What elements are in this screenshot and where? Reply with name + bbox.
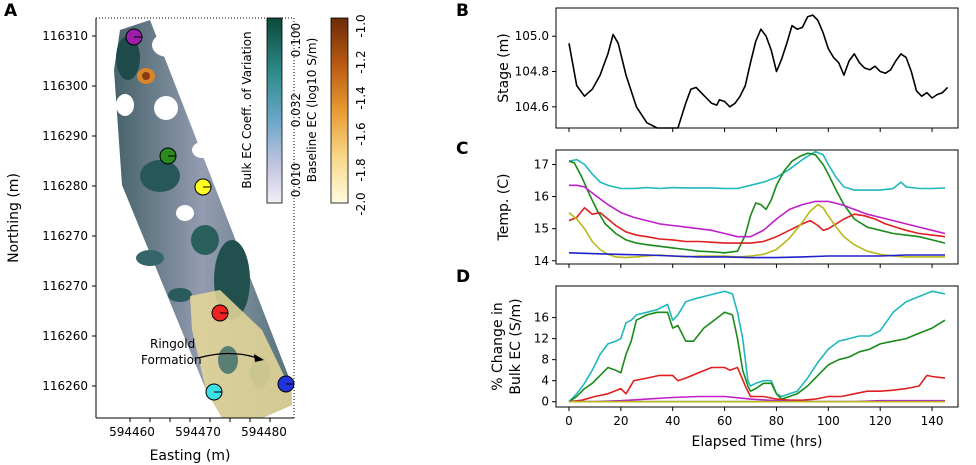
series-line-cyan: [568, 290, 946, 403]
xtick-label: 80: [769, 414, 784, 428]
ytick-label: 12: [534, 332, 549, 346]
panel-label-a: A: [4, 1, 18, 21]
series-line-cyan: [568, 150, 946, 191]
xtick-label: 120: [869, 414, 892, 428]
ec-colorbar-tick: -2.0: [354, 192, 368, 215]
sensor-marker-red: [211, 304, 229, 322]
map-ytick-label: 116270: [42, 279, 88, 293]
ec-colorbar-tick: -1.4: [354, 86, 368, 109]
ec-colorbar-tick: -1.0: [354, 14, 368, 37]
xtick-label: 140: [921, 414, 944, 428]
annotation-arrowhead: [254, 354, 264, 362]
ytick-label: 104.8: [515, 65, 549, 79]
temperature-chart: 14 15 16 17 Temp. (C): [496, 149, 959, 268]
ytick-label: 0: [541, 395, 549, 409]
y-axis-label: Stage (m): [496, 33, 512, 102]
series-line-purple: [569, 395, 945, 403]
cv-colorbar-tick: 0.100: [289, 23, 303, 57]
map-dark-patch: [136, 250, 164, 266]
cv-colorbar: [266, 17, 283, 204]
sensor-marker-green: [159, 147, 177, 165]
ytick-label: 16: [534, 311, 549, 325]
ytick-label: 16: [534, 190, 549, 204]
cv-colorbar-tick: 0.032: [289, 93, 303, 127]
series-line-purple: [569, 184, 946, 238]
map-white-gap: [154, 96, 178, 120]
map-hot-spot: [142, 72, 150, 80]
plot-frame: [555, 7, 959, 129]
sensor-marker-yellow: [194, 178, 212, 196]
series-line-green: [568, 152, 946, 254]
annotation-line-2: Formation: [141, 353, 202, 367]
ytick-label: 105.0: [515, 29, 549, 43]
map-xtick-label: 594460: [109, 425, 155, 439]
ytick-label: 8: [541, 353, 549, 367]
map-dark-patch: [191, 225, 219, 255]
ytick-label: 17: [534, 157, 549, 171]
map-ytick-label: 116300: [42, 79, 88, 93]
x-axis-label: Elapsed Time (hrs): [691, 434, 822, 450]
map-x-axis-label: Easting (m): [150, 448, 231, 464]
cv-colorbar-tick: 0.010: [289, 163, 303, 197]
map-ytick-label: 116290: [42, 129, 88, 143]
ytick-label: 14: [534, 254, 549, 268]
plot-frame: [555, 149, 959, 265]
sensor-marker-blue: [277, 375, 295, 393]
series-line-red: [568, 366, 946, 403]
map-xtick-label: 594480: [241, 425, 287, 439]
ec-colorbar: [330, 17, 349, 204]
series-line-stage: [568, 14, 949, 129]
series-line-red: [568, 207, 946, 244]
ec-colorbar-tick: -1.2: [354, 50, 368, 73]
map-dark-patch: [168, 288, 192, 302]
y-axis-label: Temp. (C): [496, 174, 512, 242]
map-ytick-label: 116260: [42, 329, 88, 343]
panel-label-c: C: [456, 139, 468, 159]
map-ytick-label: 116270: [42, 229, 88, 243]
series-line-blue: [568, 252, 945, 259]
xtick-label: 40: [665, 414, 680, 428]
map-ytick-label: 116280: [42, 179, 88, 193]
map-ytick-label: 116260: [42, 379, 88, 393]
ec-change-chart: 0 4 8 12 16 0 20 40 60 80 100 120 140 % Change in Bulk…: [490, 285, 959, 450]
panel-label-b: B: [456, 1, 469, 21]
ytick-label: 15: [534, 222, 549, 236]
annotation-arrow: [197, 352, 259, 359]
y-axis-label: Bulk EC (S/m): [508, 298, 524, 394]
xtick-label: 0: [565, 414, 573, 428]
ec-colorbar-label: Baseline EC (log10 S/m): [305, 38, 319, 183]
ytick-label: 4: [541, 374, 549, 388]
xtick-label: 60: [717, 414, 732, 428]
sensor-marker-purple: [125, 28, 143, 46]
map-dark-patch: [140, 160, 180, 192]
map-white-gap: [192, 142, 212, 158]
xtick-label: 20: [613, 414, 628, 428]
map-white-gap: [152, 33, 184, 57]
map-y-ticks: 116310 116300 116290 116280 116270 11626…: [42, 29, 96, 393]
map-white-gap: [176, 205, 194, 221]
ytick-label: 104.6: [515, 100, 549, 114]
annotation-line-1: Ringold: [150, 337, 195, 351]
map-xtick-label: 594470: [175, 425, 221, 439]
cv-colorbar-label: Bulk EC Coeff. of Variation: [240, 31, 254, 188]
sensor-marker-cyan: [205, 383, 223, 401]
ec-colorbar-tick: -1.8: [354, 158, 368, 181]
ec-colorbar-tick: -1.6: [354, 122, 368, 145]
sensor-markers: [125, 28, 295, 401]
map-x-ticks: 594460 594470 594480: [109, 418, 287, 439]
map-y-axis-label: Northing (m): [6, 173, 22, 263]
panel-label-d: D: [456, 267, 470, 287]
map-ytick-label: 116310: [42, 29, 88, 43]
map-white-gap: [116, 94, 134, 116]
y-axis-label: % Change in: [490, 302, 506, 391]
series-line-green: [568, 311, 946, 403]
plot-frame: [555, 285, 959, 408]
map-dark-patch: [218, 346, 238, 374]
xtick-label: 100: [817, 414, 840, 428]
map-dark-patch: [116, 36, 140, 80]
series-line-yellow: [568, 203, 945, 259]
